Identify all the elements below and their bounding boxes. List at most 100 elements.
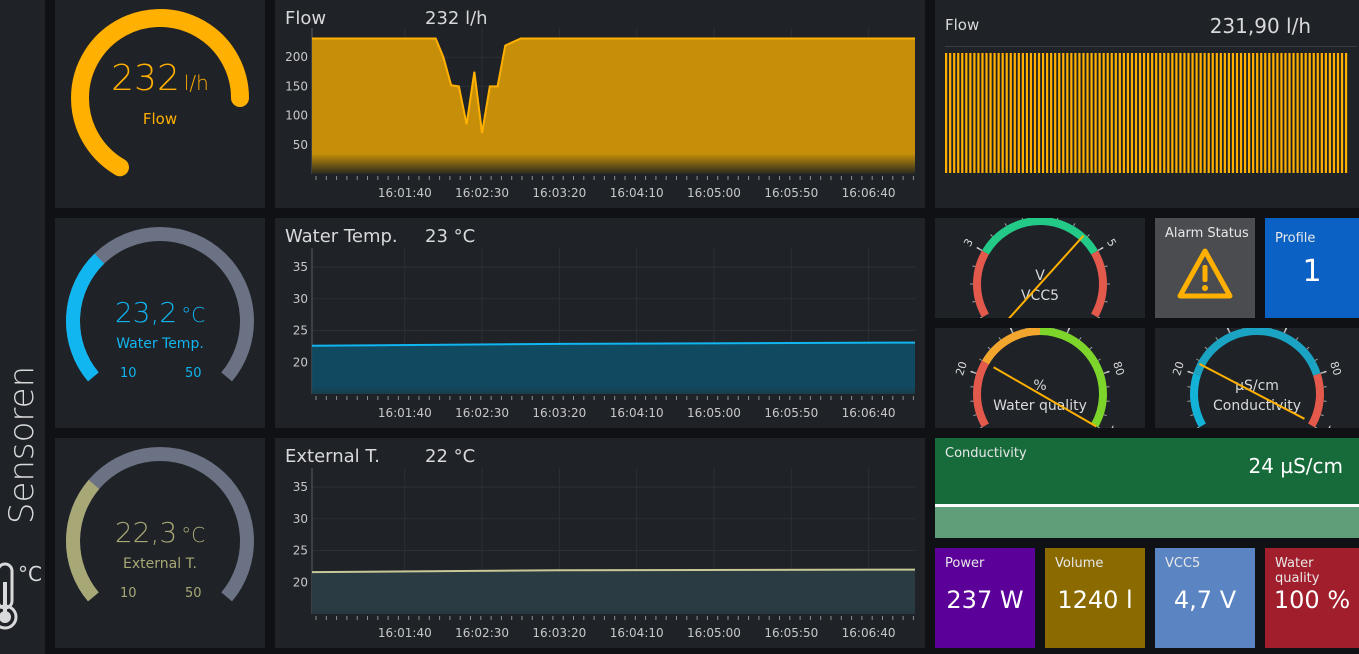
- profile-value: 1: [1302, 254, 1322, 289]
- conductivity-stat-value: 24 µS/cm: [1248, 454, 1343, 478]
- flow-bar: [1219, 53, 1222, 173]
- water-chart-ytick: 20: [293, 355, 308, 369]
- external-chart-ytick: 25: [293, 544, 308, 558]
- conductivity-gauge-band: [1308, 373, 1324, 428]
- external-chart-ytick: 35: [293, 480, 308, 494]
- flow-bar: [989, 53, 992, 173]
- water-quality-gauge-needle: [993, 366, 1097, 428]
- water-quality-gauge-tick-label: 100: [1101, 423, 1123, 428]
- volume-tile-value: 1240 l: [1057, 586, 1133, 614]
- vcc5-gauge-band: [1091, 250, 1107, 318]
- flow-bar: [1268, 53, 1271, 173]
- conductivity-gauge-tick-label: 20: [1170, 360, 1187, 377]
- conductivity-gauge-unit: µS/cm: [1235, 378, 1279, 394]
- flow-bar: [1280, 53, 1283, 173]
- water-quality-gauge-minor-tick: [980, 427, 983, 428]
- flow-bar: [993, 53, 996, 173]
- water-quality-gauge: 020406080100%Water quality: [953, 328, 1127, 428]
- conductivity-gauge-tick-label: 80: [1327, 360, 1344, 377]
- vcc5-gauge-tick-label: 3: [961, 236, 976, 249]
- water-quality-tile-title: Water quality: [1275, 556, 1320, 586]
- flow-chart-area: [312, 38, 915, 175]
- flow-bar: [1308, 53, 1311, 173]
- flow-bar: [1260, 53, 1263, 173]
- flow-stat-panel: Flow 231,90 l/h: [935, 0, 1359, 208]
- flow-bar: [1147, 53, 1150, 173]
- vcc5-gauge-minor-tick: [1104, 300, 1108, 303]
- volume-tile-title: Volume: [1055, 556, 1104, 571]
- flow-gauge-panel: 232 l/h Flow: [55, 0, 265, 208]
- flow-bar: [1332, 53, 1336, 173]
- vcc5-tile: VCC5 4,7 V: [1155, 548, 1255, 648]
- vcc5-gauge: 23456VVCC5: [961, 218, 1119, 318]
- flow-bar: [1300, 53, 1303, 173]
- flow-chart-line: [312, 37, 915, 134]
- water-chart-xtick: 16:01:40: [378, 406, 432, 420]
- flow-bar: [1328, 53, 1332, 173]
- flow-bar: [969, 53, 972, 173]
- flow-chart-title: Flow: [285, 8, 327, 29]
- flow-chart-xtick: 16:01:40: [378, 186, 432, 200]
- flow-bar: [1187, 53, 1190, 173]
- flow-bar: [1102, 53, 1105, 173]
- water-quality-gauge-tick-label: 20: [953, 360, 970, 377]
- flow-bar: [1138, 53, 1142, 173]
- external-gauge-min: 10: [120, 586, 137, 601]
- flow-bar: [1046, 53, 1049, 173]
- conductivity-gauge-minor-tick: [1314, 427, 1317, 428]
- flow-bar: [1248, 53, 1251, 173]
- alarm-status-panel: Alarm Status: [1155, 218, 1255, 318]
- vcc5-gauge-minor-tick: [979, 248, 983, 251]
- conductivity-gauge-minor-tick: [1190, 371, 1194, 374]
- flow-bar: [949, 53, 952, 173]
- conductivity-gauge-label: Conductivity: [1213, 398, 1301, 414]
- water-quality-gauge-minor-tick: [1097, 427, 1100, 428]
- flow-chart-ytick: 100: [285, 109, 308, 123]
- flow-chart-xtick: 16:03:20: [532, 186, 586, 200]
- water-chart-ytick: 35: [293, 260, 308, 274]
- water-quality-tile: Water quality 100 %: [1265, 548, 1359, 648]
- flow-bar: [953, 53, 956, 173]
- flow-bar: [1050, 53, 1053, 173]
- flow-bar: [1078, 53, 1081, 173]
- water-quality-gauge-tick-label: 80: [1110, 360, 1127, 377]
- external-chart-xtick: 16:06:40: [842, 626, 896, 640]
- flow-gauge-label: Flow: [142, 110, 178, 128]
- water-quality-gauge-minor-tick: [1097, 358, 1101, 361]
- water-chart-xtick: 16:05:00: [687, 406, 741, 420]
- conductivity-gauge-minor-tick: [1320, 371, 1324, 374]
- external-chart-ytick: 20: [293, 575, 308, 589]
- conductivity-gauge-band: [1190, 373, 1206, 428]
- flow-bar: [1312, 53, 1315, 173]
- flow-chart-xtick: 16:05:00: [687, 186, 741, 200]
- vcc5-gauge-minor-tick: [1087, 234, 1090, 237]
- water-gauge-number: 23,2: [114, 296, 178, 329]
- warning-icon: [1177, 248, 1233, 299]
- flow-bar: [1340, 53, 1344, 173]
- water-gauge-max: 50: [185, 366, 202, 381]
- vcc5-gauge-label: VCC5: [1021, 288, 1059, 304]
- vcc5-gauge-minor-tick: [1056, 218, 1059, 220]
- profile-title: Profile: [1275, 231, 1316, 246]
- vcc5-gauge-needle: [1008, 235, 1085, 318]
- external-chart-xtick: 16:05:50: [764, 626, 818, 640]
- water-chart-ytick: 30: [293, 292, 308, 306]
- flow-bar: [1167, 53, 1170, 173]
- conductivity-gauge-minor-tick: [1306, 346, 1310, 350]
- vcc5-gauge-minor-tick: [972, 300, 976, 303]
- flow-bar: [1175, 53, 1178, 173]
- flow-bar: [1009, 53, 1012, 173]
- water-quality-gauge-band: [1039, 328, 1107, 428]
- flow-chart-xtick: 16:06:40: [842, 186, 896, 200]
- flow-bar: [1288, 53, 1291, 173]
- water-chart-xtick: 16:05:50: [764, 406, 818, 420]
- flow-bar: [1159, 53, 1162, 173]
- vcc5-gauge-minor-tick: [1004, 223, 1007, 227]
- flow-bar: [1142, 53, 1146, 173]
- conductivity-gauge-minor-tick: [1190, 414, 1194, 417]
- water-quality-gauge-minor-tick: [1103, 414, 1107, 417]
- flow-bar: [1130, 53, 1134, 173]
- alarm-status-title: Alarm Status: [1165, 226, 1249, 241]
- water-chart-xtick: 16:06:40: [842, 406, 896, 420]
